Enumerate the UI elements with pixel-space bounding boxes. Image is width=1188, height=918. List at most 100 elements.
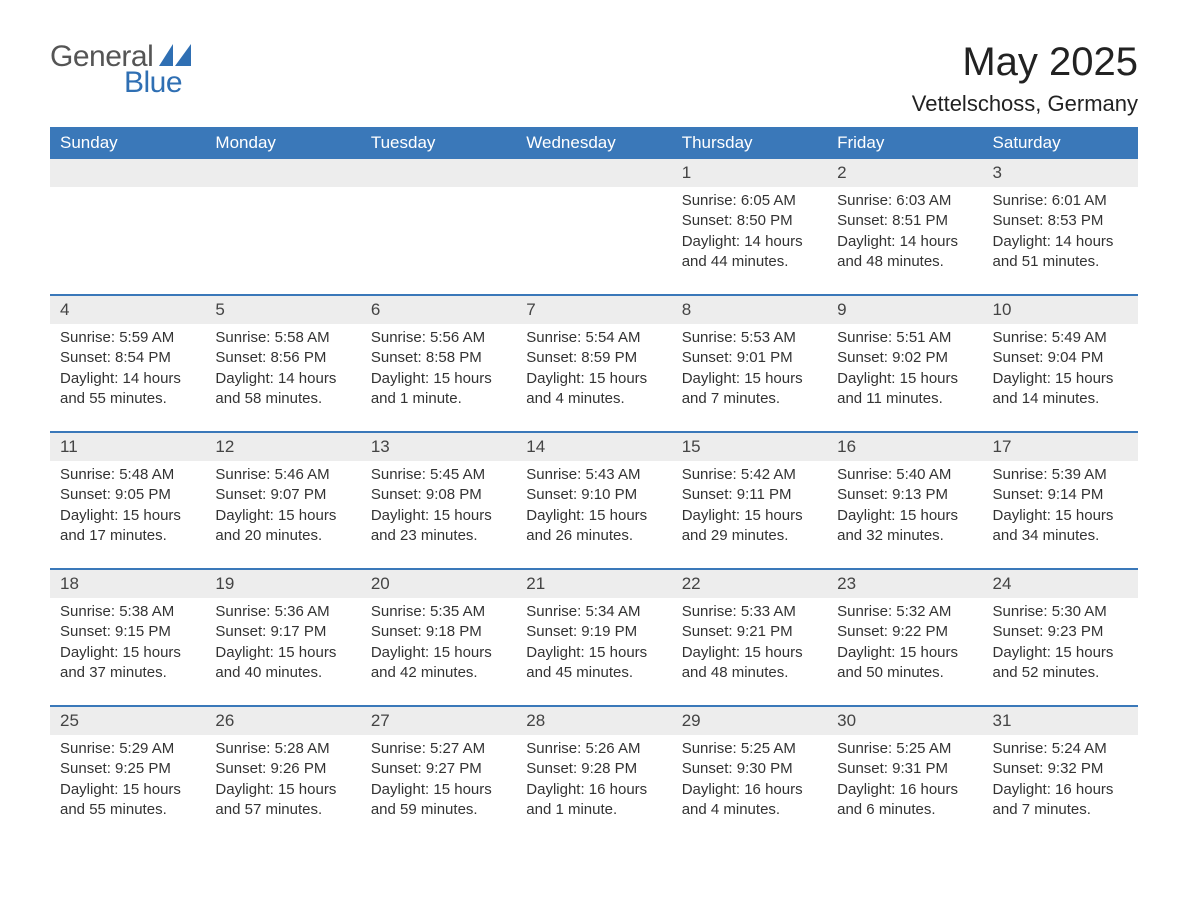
day-details: Sunrise: 5:53 AMSunset: 9:01 PMDaylight:…: [672, 324, 827, 431]
day-cell-body: Sunrise: 5:25 AMSunset: 9:30 PMDaylight:…: [672, 735, 827, 842]
day-details: Sunrise: 5:33 AMSunset: 9:21 PMDaylight:…: [672, 598, 827, 705]
day-cell-header: [361, 159, 516, 187]
sunrise-line: Sunrise: 5:35 AM: [371, 602, 506, 622]
daylight-line: Daylight: 16 hours and 7 minutes.: [993, 780, 1128, 821]
sunrise-line: Sunrise: 5:42 AM: [682, 465, 817, 485]
week-body-row: Sunrise: 5:59 AMSunset: 8:54 PMDaylight:…: [50, 324, 1138, 432]
day-cell-body: Sunrise: 5:24 AMSunset: 9:32 PMDaylight:…: [983, 735, 1138, 842]
sunset-line: Sunset: 9:17 PM: [215, 622, 350, 642]
daylight-line: Daylight: 16 hours and 6 minutes.: [837, 780, 972, 821]
day-number: 23: [827, 570, 982, 598]
day-number: 29: [672, 707, 827, 735]
sunrise-line: Sunrise: 5:25 AM: [837, 739, 972, 759]
day-cell-header: [516, 159, 671, 187]
sunrise-line: Sunrise: 5:56 AM: [371, 328, 506, 348]
daylight-line: Daylight: 15 hours and 20 minutes.: [215, 506, 350, 547]
day-cell-body: Sunrise: 5:53 AMSunset: 9:01 PMDaylight:…: [672, 324, 827, 432]
day-number: [50, 159, 205, 185]
day-cell-body: Sunrise: 5:35 AMSunset: 9:18 PMDaylight:…: [361, 598, 516, 706]
day-cell-body: Sunrise: 5:34 AMSunset: 9:19 PMDaylight:…: [516, 598, 671, 706]
sunset-line: Sunset: 9:22 PM: [837, 622, 972, 642]
day-details: Sunrise: 5:30 AMSunset: 9:23 PMDaylight:…: [983, 598, 1138, 705]
day-cell-body: Sunrise: 6:03 AMSunset: 8:51 PMDaylight:…: [827, 187, 982, 295]
day-details: Sunrise: 5:27 AMSunset: 9:27 PMDaylight:…: [361, 735, 516, 842]
day-cell-body: Sunrise: 5:33 AMSunset: 9:21 PMDaylight:…: [672, 598, 827, 706]
day-cell-header: 10: [983, 295, 1138, 324]
day-cell-body: Sunrise: 5:39 AMSunset: 9:14 PMDaylight:…: [983, 461, 1138, 569]
day-details: Sunrise: 5:45 AMSunset: 9:08 PMDaylight:…: [361, 461, 516, 568]
day-number: 4: [50, 296, 205, 324]
day-number: 26: [205, 707, 360, 735]
week-body-row: Sunrise: 5:48 AMSunset: 9:05 PMDaylight:…: [50, 461, 1138, 569]
sunset-line: Sunset: 9:25 PM: [60, 759, 195, 779]
day-cell-body: Sunrise: 5:56 AMSunset: 8:58 PMDaylight:…: [361, 324, 516, 432]
sunrise-line: Sunrise: 5:32 AM: [837, 602, 972, 622]
calendar-table: Sunday Monday Tuesday Wednesday Thursday…: [50, 127, 1138, 842]
sunset-line: Sunset: 9:30 PM: [682, 759, 817, 779]
day-cell-header: 17: [983, 432, 1138, 461]
week-daynum-row: 25262728293031: [50, 706, 1138, 735]
day-details: Sunrise: 6:01 AMSunset: 8:53 PMDaylight:…: [983, 187, 1138, 294]
day-details: Sunrise: 5:48 AMSunset: 9:05 PMDaylight:…: [50, 461, 205, 568]
week-daynum-row: 123: [50, 159, 1138, 187]
day-cell-header: 31: [983, 706, 1138, 735]
day-number: 24: [983, 570, 1138, 598]
sunrise-line: Sunrise: 5:38 AM: [60, 602, 195, 622]
day-number: 12: [205, 433, 360, 461]
sunset-line: Sunset: 8:59 PM: [526, 348, 661, 368]
sunrise-line: Sunrise: 6:05 AM: [682, 191, 817, 211]
sunset-line: Sunset: 9:07 PM: [215, 485, 350, 505]
day-details: [50, 187, 205, 287]
day-cell-header: 28: [516, 706, 671, 735]
sunrise-line: Sunrise: 5:46 AM: [215, 465, 350, 485]
sunset-line: Sunset: 9:26 PM: [215, 759, 350, 779]
sunrise-line: Sunrise: 6:01 AM: [993, 191, 1128, 211]
day-cell-header: [50, 159, 205, 187]
daylight-line: Daylight: 15 hours and 32 minutes.: [837, 506, 972, 547]
day-number: 20: [361, 570, 516, 598]
day-number: 5: [205, 296, 360, 324]
daylight-line: Daylight: 15 hours and 4 minutes.: [526, 369, 661, 410]
daylight-line: Daylight: 15 hours and 42 minutes.: [371, 643, 506, 684]
day-cell-header: 20: [361, 569, 516, 598]
day-cell-body: Sunrise: 5:38 AMSunset: 9:15 PMDaylight:…: [50, 598, 205, 706]
day-number: 18: [50, 570, 205, 598]
sunrise-line: Sunrise: 5:34 AM: [526, 602, 661, 622]
week-body-row: Sunrise: 6:05 AMSunset: 8:50 PMDaylight:…: [50, 187, 1138, 295]
day-details: Sunrise: 5:54 AMSunset: 8:59 PMDaylight:…: [516, 324, 671, 431]
sunset-line: Sunset: 9:21 PM: [682, 622, 817, 642]
daylight-line: Daylight: 15 hours and 59 minutes.: [371, 780, 506, 821]
sunrise-line: Sunrise: 5:43 AM: [526, 465, 661, 485]
daylight-line: Daylight: 15 hours and 37 minutes.: [60, 643, 195, 684]
day-cell-body: Sunrise: 5:27 AMSunset: 9:27 PMDaylight:…: [361, 735, 516, 842]
daylight-line: Daylight: 15 hours and 34 minutes.: [993, 506, 1128, 547]
daylight-line: Daylight: 14 hours and 51 minutes.: [993, 232, 1128, 273]
day-cell-header: 13: [361, 432, 516, 461]
sunset-line: Sunset: 8:51 PM: [837, 211, 972, 231]
brand-logo: General Blue: [50, 40, 193, 100]
day-details: Sunrise: 5:51 AMSunset: 9:02 PMDaylight:…: [827, 324, 982, 431]
day-cell-header: 14: [516, 432, 671, 461]
sunset-line: Sunset: 9:32 PM: [993, 759, 1128, 779]
day-details: [361, 187, 516, 287]
day-details: Sunrise: 5:58 AMSunset: 8:56 PMDaylight:…: [205, 324, 360, 431]
week-daynum-row: 11121314151617: [50, 432, 1138, 461]
day-cell-body: Sunrise: 5:48 AMSunset: 9:05 PMDaylight:…: [50, 461, 205, 569]
day-number: 11: [50, 433, 205, 461]
weekday-header: Tuesday: [361, 127, 516, 159]
day-cell-body: Sunrise: 5:54 AMSunset: 8:59 PMDaylight:…: [516, 324, 671, 432]
day-cell-body: Sunrise: 5:28 AMSunset: 9:26 PMDaylight:…: [205, 735, 360, 842]
day-cell-header: 7: [516, 295, 671, 324]
sunrise-line: Sunrise: 5:59 AM: [60, 328, 195, 348]
day-number: [205, 159, 360, 185]
day-details: Sunrise: 6:05 AMSunset: 8:50 PMDaylight:…: [672, 187, 827, 294]
sunset-line: Sunset: 8:56 PM: [215, 348, 350, 368]
day-cell-header: 18: [50, 569, 205, 598]
day-details: Sunrise: 5:39 AMSunset: 9:14 PMDaylight:…: [983, 461, 1138, 568]
sunset-line: Sunset: 9:13 PM: [837, 485, 972, 505]
week-body-row: Sunrise: 5:38 AMSunset: 9:15 PMDaylight:…: [50, 598, 1138, 706]
sunrise-line: Sunrise: 5:49 AM: [993, 328, 1128, 348]
day-cell-body: Sunrise: 5:51 AMSunset: 9:02 PMDaylight:…: [827, 324, 982, 432]
daylight-line: Daylight: 15 hours and 57 minutes.: [215, 780, 350, 821]
sunset-line: Sunset: 8:58 PM: [371, 348, 506, 368]
